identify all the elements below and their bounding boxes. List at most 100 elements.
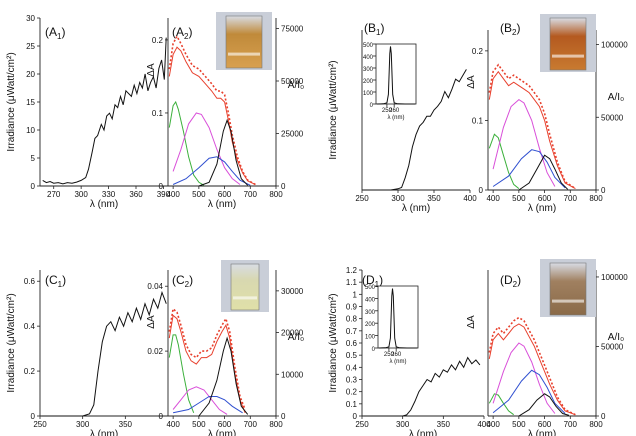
x-tick-label: 400	[486, 194, 500, 203]
panel-label-close: )	[62, 273, 66, 287]
panel-label-subscript: 1	[376, 28, 381, 37]
y-tick-label: 400	[363, 55, 374, 61]
y-axis-label: ΔA	[466, 75, 477, 89]
series-line-3	[168, 334, 195, 413]
y-tick-label: 0.2	[152, 36, 164, 45]
x-tick-label: 250	[382, 108, 393, 114]
x-tick-label: 400	[486, 420, 500, 429]
series-line-4	[172, 112, 241, 185]
panel-label-close: )	[380, 21, 384, 35]
x-tick-label: 400	[463, 194, 477, 203]
x-tick-label: 350	[427, 194, 441, 203]
panel-c1: 250 300 350 0 0.2 0.4 0.6 λ (nm) Irradiance (μWa…	[6, 270, 168, 436]
y2-tick-label: 75000	[281, 25, 304, 34]
panel-label-close: )	[379, 273, 383, 287]
series-line-2	[168, 46, 256, 185]
y-tick-label: 0.9	[346, 303, 358, 312]
series-line-5	[172, 156, 251, 186]
y-tick-label: 20	[26, 70, 35, 79]
x-axis-label: λ (nm)	[90, 429, 118, 436]
series-line-1	[378, 288, 418, 349]
x-tick-label: 500	[512, 420, 526, 429]
y2-tick-label: 100000	[601, 41, 628, 50]
series-line-1	[168, 34, 256, 186]
x-axis-label: λ (nm)	[402, 203, 430, 214]
x-tick-label: 300	[391, 194, 405, 203]
series-line-5	[492, 149, 566, 189]
y2-tick-label: 0	[601, 412, 606, 421]
panel-label-close: )	[188, 25, 192, 39]
y2-axis-label: A/I₀	[288, 332, 304, 343]
panel-label-subscript: 2	[184, 32, 189, 41]
series-line-6	[518, 154, 569, 191]
y2-tick-label: 25000	[281, 130, 304, 139]
y-tick-label: 0	[159, 182, 164, 191]
y2-axis-label: A/I₀	[608, 332, 624, 343]
series-line-4	[172, 386, 228, 415]
y-tick-label: 0	[159, 412, 164, 421]
x-tick-label: 700	[244, 420, 258, 429]
x-axis-label: λ (nm)	[90, 199, 118, 210]
x-tick-label: 400	[166, 190, 180, 199]
x-tick-label: 400	[166, 420, 180, 429]
y2-tick-label: 50000	[281, 77, 304, 86]
liquid-highlight	[233, 296, 257, 300]
x-axis-label: λ (nm)	[208, 199, 236, 210]
x-axis-label: λ (nm)	[388, 115, 405, 121]
cuvette-photo	[540, 259, 596, 317]
x-axis-label: λ (nm)	[208, 429, 236, 436]
y2-tick-label: 0	[281, 182, 286, 191]
panel-b1: 250 300 350 400 λ (nm) Irradiance (μWatt/cm²)…	[328, 21, 477, 214]
x-tick-label: 330	[102, 190, 116, 199]
x-tick-label: 800	[589, 420, 603, 429]
series-line-2	[168, 314, 246, 413]
series-line-5	[172, 396, 243, 414]
series-line-2	[488, 70, 576, 190]
x-tick-label: 260	[389, 108, 400, 114]
liquid-highlight	[552, 54, 584, 58]
x-tick-label: 800	[269, 420, 283, 429]
y-tick-label: 0	[372, 347, 376, 353]
series-line-4	[492, 98, 556, 187]
y-tick-label: 0.1	[152, 109, 164, 118]
y-tick-label: 300	[365, 310, 376, 316]
cuvette	[549, 17, 587, 71]
x-tick-label: 390	[157, 190, 171, 199]
x-tick-label: 700	[244, 190, 258, 199]
cuvette-photo	[221, 260, 269, 312]
y2-tick-label: 50000	[601, 113, 624, 122]
y-tick-label: 0	[353, 412, 358, 421]
x-tick-label: 250	[355, 194, 369, 203]
panel-label-subscript: 1	[375, 280, 380, 289]
y-tick-label: 0.6	[24, 277, 36, 286]
y-tick-label: 0.5	[346, 351, 358, 360]
series-line-5	[492, 369, 566, 414]
cuvette	[225, 15, 263, 69]
series-line-1	[488, 63, 576, 190]
y-tick-label: 15	[26, 98, 35, 107]
panel-label: (A1)	[45, 25, 65, 41]
y-tick-label: 0.6	[346, 339, 358, 348]
panel-a2: 400 500 600 700 80000.10.20250005000075000A/…	[146, 12, 304, 210]
series-line-3	[488, 393, 514, 416]
y-tick-label: 100	[365, 335, 376, 341]
cuvette	[230, 263, 260, 311]
panel-b2: 400 500 600 700 80000.10.2050000100000A/I₀λ …	[466, 14, 628, 214]
x-tick-label: 700	[564, 194, 578, 203]
y-tick-label: 500	[365, 285, 376, 291]
inset-frame	[377, 285, 419, 349]
x-tick-label: 300	[74, 190, 88, 199]
x-tick-label: 500	[192, 190, 206, 199]
x-tick-label: 250	[355, 420, 369, 429]
series-line-1	[363, 356, 481, 417]
y2-tick-label: 10000	[281, 370, 304, 379]
panel-label: (A2)	[172, 25, 192, 41]
panel-label: (C2)	[172, 273, 193, 289]
y-tick-label: 1.1	[346, 278, 358, 287]
x-tick-label: 350	[437, 420, 451, 429]
y-axis-label: ΔA	[466, 315, 477, 329]
x-tick-label: 500	[192, 420, 206, 429]
y2-tick-label: 20000	[281, 329, 304, 338]
y-tick-label: 500	[363, 43, 374, 49]
